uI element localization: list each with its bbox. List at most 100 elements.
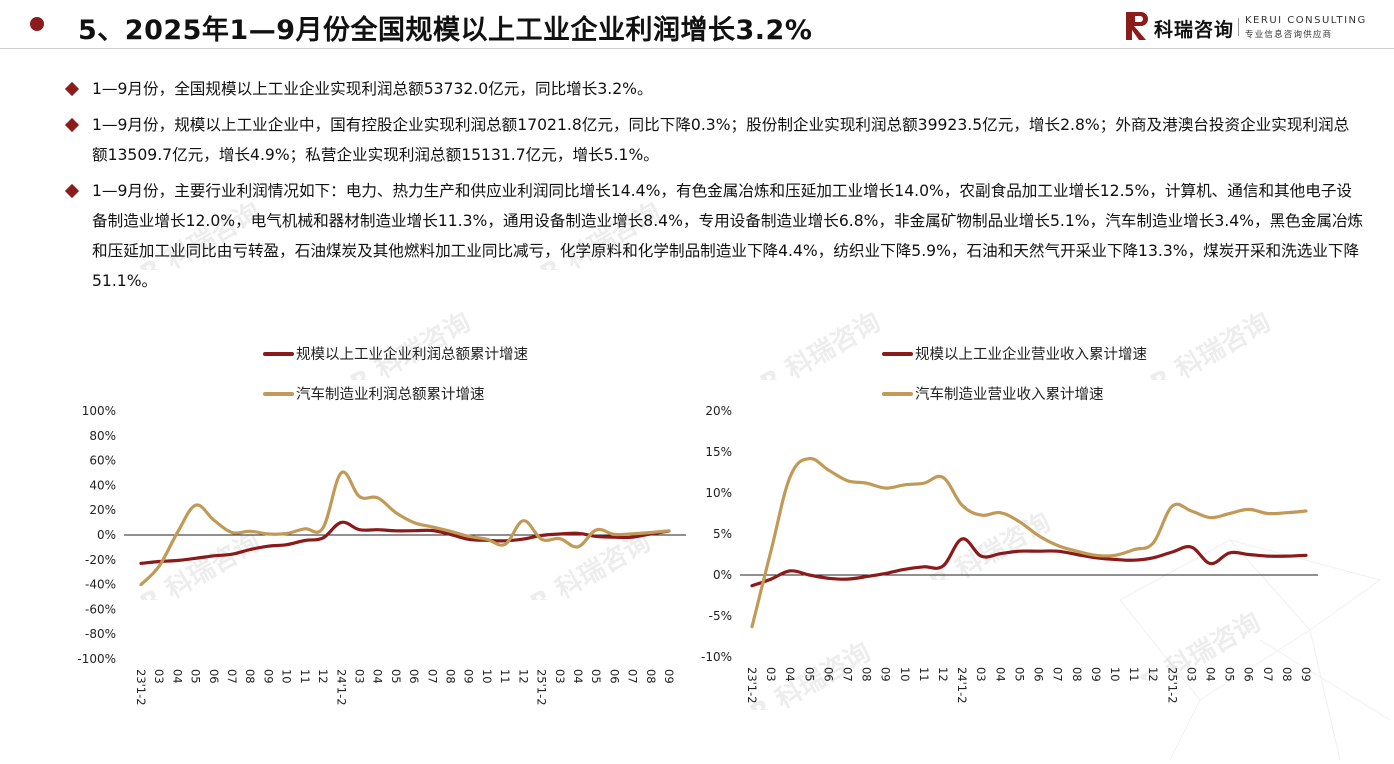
x-tick-label: 11 <box>1127 667 1141 682</box>
x-tick-label: 09 <box>662 669 676 684</box>
x-tick-label: 06 <box>1032 667 1046 682</box>
plot-area: 100% 80% 60% 40% 20% 0% -20% -40% -60% -80% -100% 2… <box>77 404 686 706</box>
legend: 规模以上工业企业营业收入累计增速 汽车制造业营业收入累计增速 <box>882 345 1147 403</box>
bullet-list: 1—9月份，全国规模以上工业企业实现利润总额53732.0亿元，同比增长3.2%… <box>64 74 1364 302</box>
x-tick-label: 05 <box>1223 667 1237 682</box>
legend: 规模以上工业企业利润总额累计增速 汽车制造业利润总额累计增速 <box>263 345 528 403</box>
x-tick-label: 04 <box>571 669 585 684</box>
logo-subtitle: 专业信息咨询供应商 <box>1245 30 1333 40</box>
kerui-logo-icon <box>1126 12 1148 40</box>
series-line-0 <box>750 537 1308 588</box>
x-tick-label: 06 <box>1242 667 1256 682</box>
legend-label-1: 汽车制造业营业收入累计增速 <box>915 386 1104 403</box>
x-tick-label: 07 <box>1261 667 1275 682</box>
legend-label-0: 规模以上工业企业利润总额累计增速 <box>296 345 528 363</box>
x-tick-label: 12 <box>1146 667 1160 682</box>
x-tick-label: 12 <box>516 669 530 684</box>
x-tick-label: 07 <box>841 667 855 682</box>
x-tick-label: 08 <box>860 667 874 682</box>
y-tick-label: -100% <box>77 652 116 666</box>
header-divider <box>0 48 1394 49</box>
y-tick-label: 10% <box>705 486 732 500</box>
x-tick-label: 06 <box>607 669 621 684</box>
x-tick-label: 06 <box>407 669 421 684</box>
x-tick-label: 08 <box>1280 667 1294 682</box>
y-tick-label: -60% <box>85 602 116 616</box>
x-tick-label: 03 <box>764 667 778 682</box>
y-tick-label: -40% <box>85 578 116 592</box>
bullet-item: 1—9月份，全国规模以上工业企业实现利润总额53732.0亿元，同比增长3.2%… <box>64 74 1364 104</box>
page-header: 5、2025年1—9月份全国规模以上工业企业利润增长3.2% 科瑞咨询 KERU… <box>0 0 1394 50</box>
y-tick-label: 15% <box>705 445 732 459</box>
bullet-text: 1—9月份，主要行业利润情况如下：电力、热力生产和供应业利润同比增长14.4%，… <box>92 182 1364 290</box>
x-tick-label: 24'1-2 <box>334 669 348 706</box>
diamond-bullet-icon <box>64 81 80 97</box>
bullet-text: 1—9月份，全国规模以上工业企业实现利润总额53732.0亿元，同比增长3.2%… <box>92 80 653 98</box>
y-tick-label: -80% <box>85 627 116 641</box>
x-tick-label: 09 <box>1299 667 1313 682</box>
x-tick-label: 05 <box>589 669 603 684</box>
legend-label-1: 汽车制造业利润总额累计增速 <box>296 386 485 403</box>
x-tick-label: 07 <box>225 669 239 684</box>
x-tick-label: 04 <box>170 669 184 684</box>
y-tick-label: -20% <box>85 553 116 567</box>
y-tick-label: -10% <box>701 650 732 664</box>
x-tick-label: 07 <box>425 669 439 684</box>
series-line-1 <box>750 456 1308 629</box>
plot-area: 20% 15% 10% 5% 0% -5% -10% 23'1-2 03 04 05 06 07 08 09… <box>701 404 1318 704</box>
x-tick-label: 08 <box>644 669 658 684</box>
x-tick-label: 09 <box>879 667 893 682</box>
x-tick-label: 03 <box>152 669 166 684</box>
x-tick-label: 25'1-2 <box>1165 667 1179 704</box>
y-tick-label: 20% <box>89 503 116 517</box>
x-tick-label: 12 <box>316 669 330 684</box>
y-tick-label: 20% <box>705 404 732 418</box>
x-tick-label: 12 <box>936 667 950 682</box>
logo-text-cn: 科瑞咨询 <box>1154 19 1235 41</box>
x-tick-label: 09 <box>1089 667 1103 682</box>
logo-divider <box>1238 18 1239 36</box>
y-tick-label: 80% <box>89 429 116 443</box>
x-tick-label: 09 <box>261 669 275 684</box>
x-tick-label: 04 <box>783 667 797 682</box>
x-tick-label: 08 <box>1070 667 1084 682</box>
y-tick-label: 0% <box>97 528 116 542</box>
x-tick-label: 05 <box>389 669 403 684</box>
x-tick-label: 05 <box>189 669 203 684</box>
y-tick-label: 5% <box>713 527 732 541</box>
y-tick-label: -5% <box>709 609 732 623</box>
x-tick-label: 06 <box>821 667 835 682</box>
legend-label-0: 规模以上工业企业营业收入累计增速 <box>915 345 1147 363</box>
x-tick-label: 07 <box>1051 667 1065 682</box>
series-line-0 <box>139 520 671 565</box>
y-tick-label: 40% <box>89 478 116 492</box>
x-tick-label: 08 <box>243 669 257 684</box>
bullet-item: 1—9月份，主要行业利润情况如下：电力、热力生产和供应业利润同比增长14.4%，… <box>64 176 1364 296</box>
x-tick-label: 25'1-2 <box>535 669 549 706</box>
x-tick-label: 05 <box>1012 667 1026 682</box>
diamond-bullet-icon <box>64 183 80 199</box>
revenue-growth-chart: 规模以上工业企业营业收入累计增速 汽车制造业营业收入累计增速 20% 15% 10%… <box>701 345 1318 704</box>
diamond-bullet-icon <box>64 117 80 133</box>
x-tick-label: 09 <box>462 669 476 684</box>
x-tick-label: 08 <box>444 669 458 684</box>
x-tick-label: 06 <box>207 669 221 684</box>
y-tick-label: 60% <box>89 454 116 468</box>
background-decoration <box>1119 539 1391 761</box>
x-tick-label: 04 <box>1203 667 1217 682</box>
x-tick-label: 03 <box>352 669 366 684</box>
x-tick-label: 10 <box>480 669 494 684</box>
title-dot <box>30 17 44 31</box>
bullet-text: 1—9月份，规模以上工业企业中，国有控股企业实现利润总额17021.8亿元，同比… <box>92 116 1350 164</box>
x-tick-label: 11 <box>917 667 931 682</box>
x-tick-label: 05 <box>802 667 816 682</box>
x-tick-label: 11 <box>498 669 512 684</box>
x-tick-label: 04 <box>371 669 385 684</box>
logo: 科瑞咨询 KERUI CONSULTING 专业信息咨询供应商 <box>1126 12 1366 42</box>
x-tick-label: 04 <box>993 667 1007 682</box>
x-tick-label: 23'1-2 <box>134 669 148 706</box>
y-tick-label: 100% <box>82 404 116 418</box>
series-line-1 <box>139 470 671 587</box>
x-tick-label: 10 <box>1108 667 1122 682</box>
y-tick-label: 0% <box>713 568 732 582</box>
